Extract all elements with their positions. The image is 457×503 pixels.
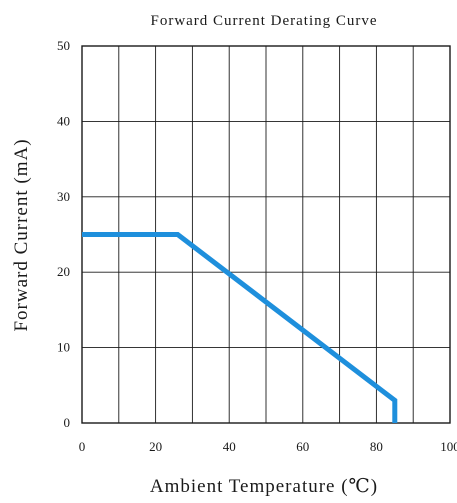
y-tick-label: 20 [57, 264, 70, 279]
y-tick-labels: 0 10 20 30 40 50 [57, 38, 70, 430]
x-axis-label: Ambient Temperature (℃) [150, 476, 378, 497]
x-tick-label: 60 [296, 439, 309, 454]
y-axis-label: Forward Current (mA) [11, 138, 32, 331]
x-tick-label: 80 [370, 439, 383, 454]
y-tick-label: 0 [64, 415, 71, 430]
x-tick-label: 0 [79, 439, 86, 454]
y-tick-label: 50 [57, 38, 70, 53]
series-layer [82, 232, 398, 423]
x-tick-labels: 0 20 40 60 80 100 [79, 439, 457, 454]
y-tick-label: 30 [57, 189, 70, 204]
x-tick-label: 20 [149, 439, 162, 454]
derating-curve-line [82, 232, 398, 423]
chart-title: Forward Current Derating Curve [150, 13, 377, 29]
x-tick-label: 40 [223, 439, 236, 454]
grid-lines [82, 46, 450, 423]
y-tick-label: 10 [57, 340, 70, 355]
x-tick-label: 100 [440, 439, 457, 454]
y-tick-label: 40 [57, 113, 70, 128]
